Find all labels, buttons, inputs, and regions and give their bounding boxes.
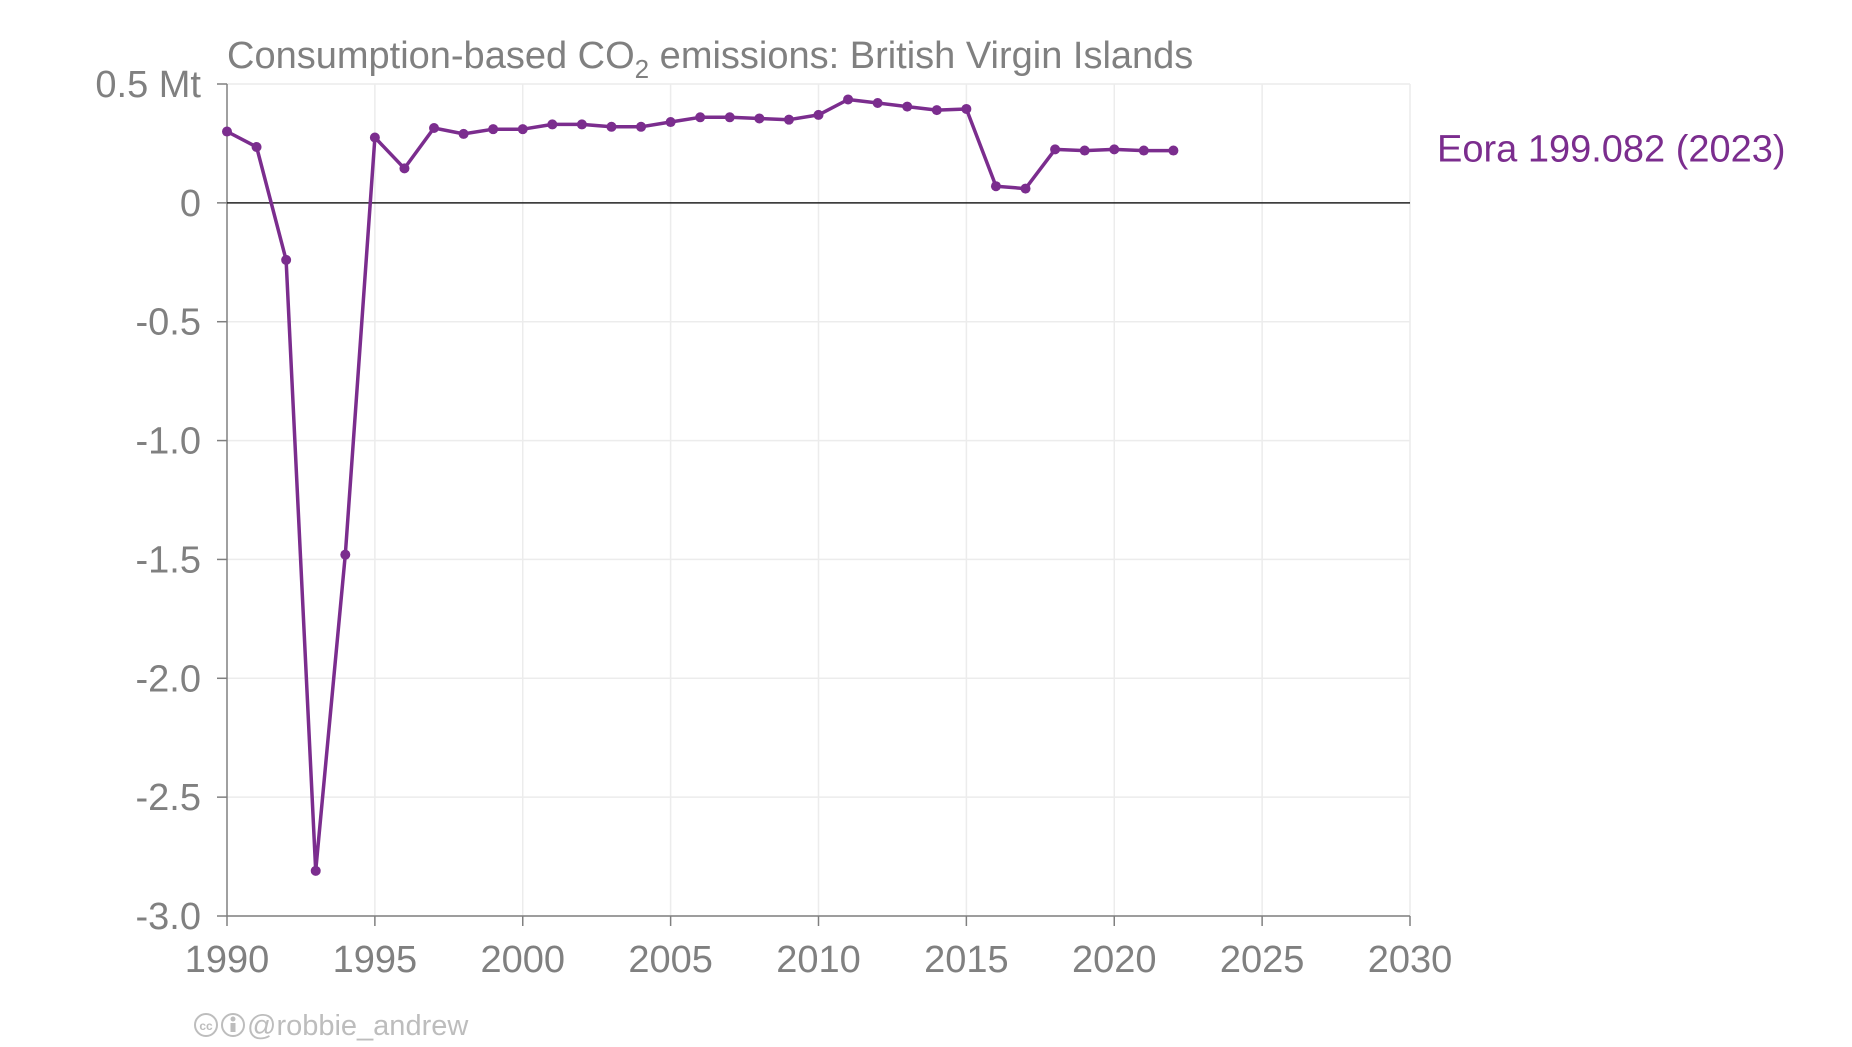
- data-point: [961, 103, 972, 114]
- axis-layer: [217, 83, 1411, 926]
- data-point: [340, 549, 351, 560]
- x-tick-label: 2020: [1072, 939, 1157, 981]
- data-point: [488, 124, 499, 135]
- data-point: [1138, 145, 1149, 156]
- x-tick-label: 1990: [185, 939, 270, 981]
- x-tick-label: 2000: [480, 939, 565, 981]
- grid-layer: [227, 83, 1411, 917]
- data-point: [429, 122, 440, 133]
- data-point: [813, 109, 824, 120]
- data-point: [1079, 145, 1090, 156]
- data-point: [931, 105, 942, 116]
- credit-handle: @robbie_andrew: [247, 1010, 469, 1042]
- data-point: [990, 181, 1001, 192]
- data-point: [399, 163, 410, 174]
- chart-title-subscript: 2: [635, 54, 649, 84]
- chart-title: Consumption-based CO2 emissions: British…: [227, 35, 1193, 84]
- data-point: [222, 126, 232, 137]
- data-point: [636, 121, 647, 132]
- data-point: [754, 113, 765, 124]
- y-tick-label: -0.5: [136, 302, 201, 344]
- series-label-eora: Eora 199.082 (2023): [1437, 129, 1786, 171]
- y-tick-label: -1.0: [136, 421, 201, 463]
- data-point: [1168, 145, 1179, 156]
- data-point: [251, 141, 262, 152]
- data-point: [1050, 144, 1061, 155]
- x-tick-label: 2025: [1220, 939, 1305, 981]
- data-point: [872, 98, 883, 109]
- data-point: [724, 112, 735, 123]
- credit: cc @robbie_andrew: [194, 1010, 469, 1042]
- y-tick-label: 0: [180, 183, 201, 225]
- data-point: [665, 117, 676, 128]
- attribution-icon: [221, 1013, 245, 1037]
- y-tick-label: -3.0: [136, 896, 201, 938]
- chart-title-suffix: emissions: British Virgin Islands: [649, 35, 1193, 77]
- x-tick-label: 2005: [628, 939, 713, 981]
- data-point: [843, 94, 854, 105]
- data-point: [606, 121, 617, 132]
- cc-icon: cc: [194, 1013, 218, 1037]
- svg-text:cc: cc: [199, 1019, 213, 1033]
- y-tick-label: -1.5: [136, 539, 201, 581]
- data-point: [458, 128, 469, 139]
- data-point: [783, 114, 794, 125]
- data-point: [517, 124, 528, 135]
- x-tick-label: 1995: [333, 939, 418, 981]
- x-tick-label: 2010: [776, 939, 861, 981]
- data-point: [902, 101, 913, 112]
- x-tick-label: 2015: [924, 939, 1009, 981]
- data-point: [1109, 144, 1120, 155]
- data-point: [576, 119, 587, 130]
- data-point: [547, 119, 558, 130]
- series-layer: [222, 94, 1179, 876]
- data-point: [281, 254, 292, 265]
- y-tick-label: -2.5: [136, 777, 201, 819]
- y-tick-label: 0.5 Mt: [95, 64, 201, 106]
- series-line-eora: [225, 97, 1176, 873]
- data-point: [369, 132, 380, 143]
- x-tick-label: 2030: [1368, 939, 1453, 981]
- chart-title-prefix: Consumption-based CO: [227, 35, 635, 77]
- data-point: [1020, 183, 1031, 194]
- data-point: [310, 865, 321, 876]
- y-tick-label: -2.0: [136, 658, 201, 700]
- data-point: [695, 112, 706, 123]
